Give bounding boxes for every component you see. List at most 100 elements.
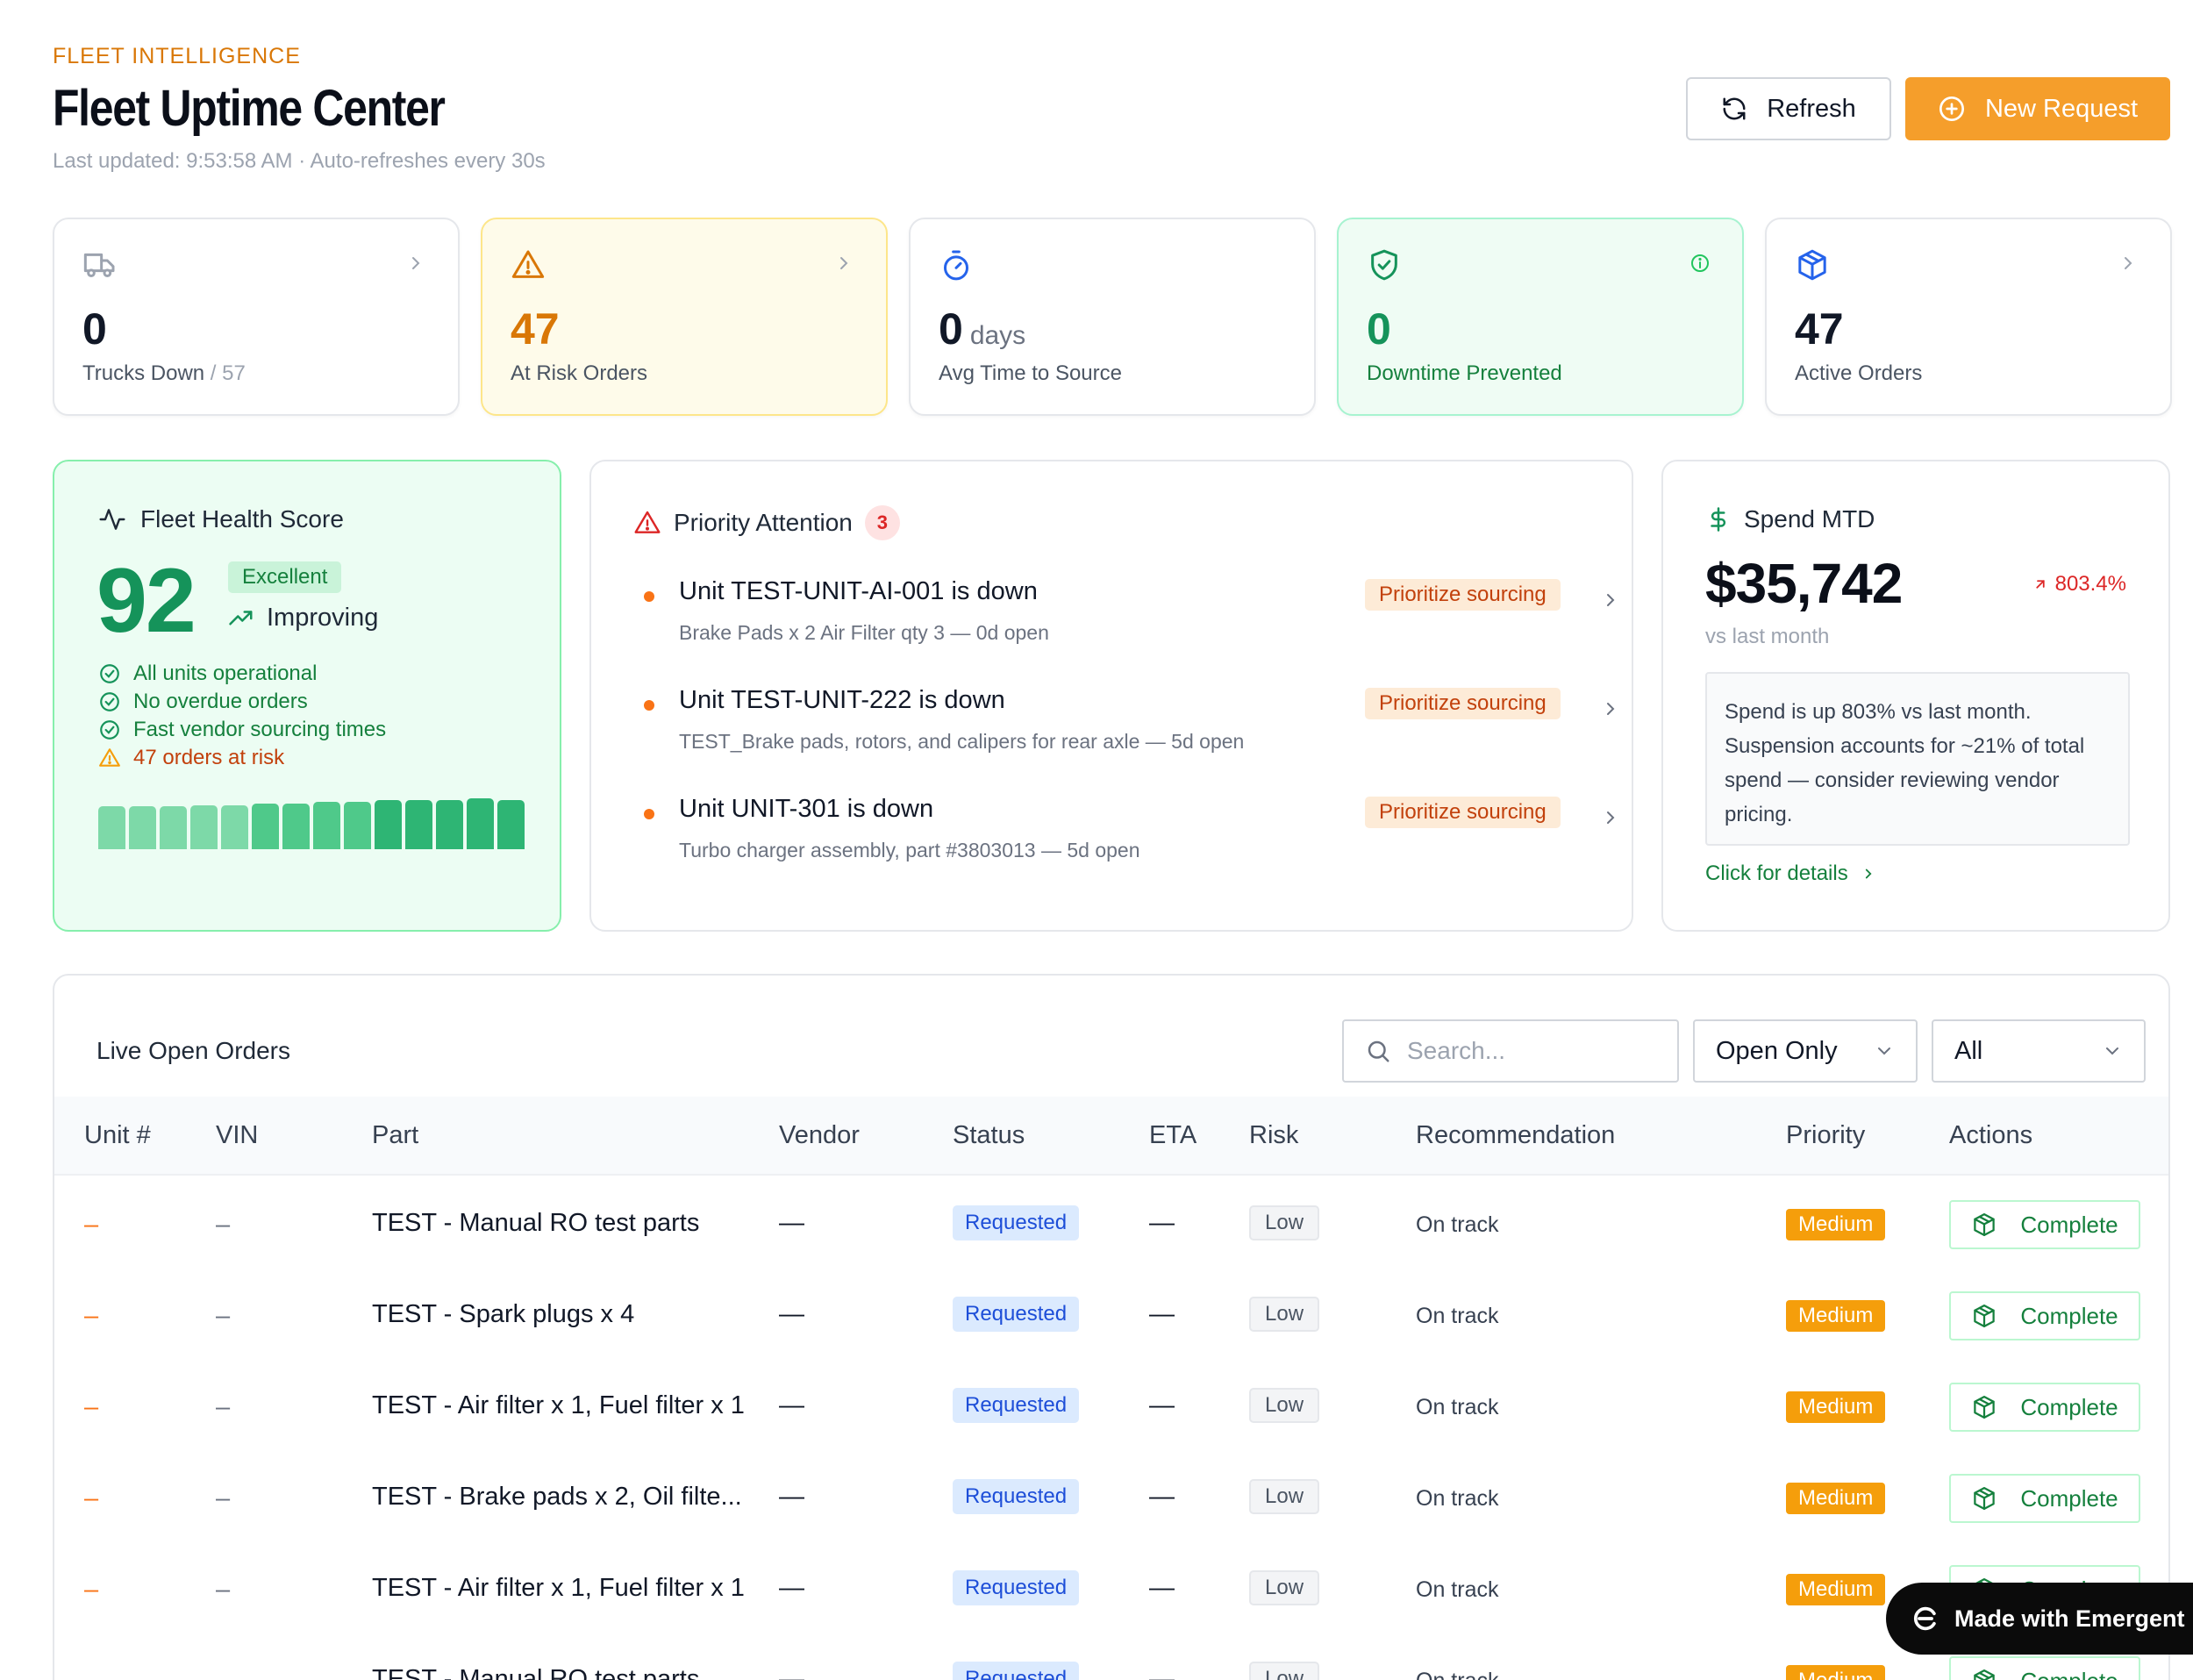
column-header[interactable]: Status	[953, 1121, 1025, 1149]
health-bar	[375, 800, 402, 849]
chevron-right-icon	[1607, 594, 1615, 606]
cell-recommendation: On track	[1416, 1395, 1499, 1419]
cell-unit: –	[84, 1211, 99, 1239]
complete-label: Complete	[2020, 1211, 2118, 1238]
kpi-active-orders[interactable]: 47 Active Orders	[1765, 218, 2172, 416]
spend-details-link[interactable]: Click for details	[1705, 861, 1876, 886]
table-row[interactable]: – – TEST - Air filter x 1, Fuel filter x 1…	[54, 1360, 2168, 1451]
health-check-item-warning: 47 orders at risk	[98, 744, 386, 772]
last-updated-text: Last updated: 9:53:58 AM · Auto-refreshe…	[53, 149, 546, 173]
search-box[interactable]	[1342, 1019, 1679, 1083]
chevron-right-icon	[1865, 869, 1872, 879]
priority-filter-select[interactable]: All	[1932, 1019, 2146, 1083]
column-header[interactable]: Recommendation	[1416, 1121, 1616, 1149]
cell-eta: —	[1149, 1300, 1175, 1328]
trending-up-icon	[229, 610, 253, 625]
health-check-item: No overdue orders	[98, 688, 386, 716]
cell-vin: –	[216, 1576, 231, 1604]
priority-tag: Prioritize sourcing	[1365, 579, 1561, 611]
status-filter-select[interactable]: Open Only	[1693, 1019, 1918, 1083]
priority-item[interactable]: Unit TEST-UNIT-222 is down TEST_Brake pa…	[644, 686, 1615, 774]
chevron-right-icon	[412, 257, 420, 269]
cell-vin: –	[216, 1393, 231, 1421]
page-eyebrow: FLEET INTELLIGENCE	[53, 44, 301, 68]
column-header[interactable]: Priority	[1786, 1121, 1866, 1149]
kpi-avg-time-to-source: 0 days Avg Time to Source	[909, 218, 1316, 416]
column-header[interactable]: Part	[372, 1121, 419, 1149]
column-header[interactable]: Actions	[1949, 1121, 2033, 1149]
cell-vendor: —	[779, 1391, 804, 1419]
priority-item[interactable]: Unit TEST-UNIT-AI-001 is down Brake Pads…	[644, 577, 1615, 665]
cell-eta: —	[1149, 1665, 1175, 1680]
cell-unit: –	[84, 1576, 99, 1604]
status-badge: Requested	[953, 1662, 1080, 1680]
cell-unit: –	[84, 1667, 98, 1680]
dollar-icon	[1711, 507, 1726, 532]
complete-button[interactable]: Complete	[1949, 1291, 2140, 1340]
cell-unit: –	[84, 1302, 99, 1330]
complete-button[interactable]: Complete	[1949, 1656, 2140, 1680]
table-row[interactable]: – – TEST - Manual RO test parts — Requested —…	[54, 1177, 2168, 1269]
kpi-value: 0	[1367, 304, 1391, 354]
health-bar	[497, 800, 525, 849]
search-icon	[1368, 1040, 1389, 1062]
priority-attention-card: Priority Attention 3 Unit TEST-UNIT-AI-0…	[589, 460, 1633, 932]
priority-tag: Prioritize sourcing	[1365, 797, 1561, 828]
priority-item[interactable]: Unit UNIT-301 is down Turbo charger asse…	[644, 795, 1615, 883]
shield-check-icon	[1371, 249, 1397, 281]
spend-title: Spend MTD	[1705, 505, 1875, 533]
made-with-emergent-badge[interactable]: Made with Emergent	[1886, 1583, 2193, 1655]
chevron-right-icon	[840, 257, 848, 269]
status-badge: Requested	[953, 1205, 1080, 1240]
spend-mtd-card: Spend MTD $35,742 803.4% vs last month S…	[1661, 460, 2170, 932]
table-row[interactable]: – – TEST - Manual RO test parts — Requested —…	[54, 1634, 2168, 1680]
table-row[interactable]: – – TEST - Air filter x 1, Fuel filter x 1…	[54, 1542, 2168, 1634]
table-row[interactable]: – – TEST - Spark plugs x 4 — Requested — Low On…	[54, 1269, 2168, 1360]
health-bar	[252, 804, 279, 849]
package-check-icon	[1974, 1213, 1996, 1236]
status-badge: Requested	[953, 1570, 1080, 1605]
info-icon[interactable]	[1689, 253, 1711, 274]
risk-badge: Low	[1249, 1570, 1320, 1605]
complete-button[interactable]: Complete	[1949, 1474, 2140, 1523]
priority-badge: Medium	[1786, 1574, 1886, 1605]
chevron-down-icon	[1878, 1047, 1890, 1055]
priority-tag: Prioritize sourcing	[1365, 688, 1561, 719]
refresh-icon	[1723, 97, 1746, 120]
column-header[interactable]: VIN	[216, 1121, 259, 1149]
cell-vendor: —	[779, 1300, 804, 1328]
complete-button[interactable]: Complete	[1949, 1200, 2140, 1249]
status-dot	[644, 809, 654, 819]
new-request-button[interactable]: New Request	[1905, 77, 2170, 140]
column-header[interactable]: Vendor	[779, 1121, 860, 1149]
column-header[interactable]: Risk	[1249, 1121, 1299, 1149]
complete-label: Complete	[2020, 1393, 2118, 1420]
truck-icon	[83, 253, 115, 277]
risk-badge: Low	[1249, 1205, 1320, 1240]
health-checklist: All units operational No overdue orders …	[98, 660, 386, 772]
priority-item-detail: TEST_Brake pads, rotors, and calipers fo…	[679, 730, 1245, 753]
refresh-button[interactable]: Refresh	[1686, 77, 1891, 140]
spend-insight: Spend is up 803% vs last month. Suspensi…	[1705, 672, 2130, 846]
kpi-value: 0	[82, 304, 107, 354]
health-check-item: Fast vendor sourcing times	[98, 716, 386, 744]
priority-badge: Medium	[1786, 1391, 1886, 1423]
search-input[interactable]	[1407, 1037, 1670, 1065]
complete-button[interactable]: Complete	[1949, 1383, 2140, 1432]
priority-item-detail: Brake Pads x 2 Air Filter qty 3 — 0d ope…	[679, 621, 1049, 644]
status-dot	[644, 700, 654, 711]
risk-badge: Low	[1249, 1388, 1320, 1423]
health-bar	[405, 800, 432, 849]
column-header[interactable]: Unit #	[84, 1121, 151, 1149]
cell-unit: –	[84, 1484, 99, 1512]
kpi-at-risk-orders[interactable]: 47 At Risk Orders	[481, 218, 888, 416]
kpi-trucks-down[interactable]: 0 Trucks Down / 57	[53, 218, 460, 416]
cell-vin: –	[216, 1302, 231, 1330]
column-header[interactable]: ETA	[1149, 1121, 1197, 1149]
cell-vendor: —	[779, 1209, 804, 1237]
refresh-label: Refresh	[1767, 94, 1856, 123]
table-row[interactable]: – – TEST - Brake pads x 2, Oil filte... — Re…	[54, 1451, 2168, 1542]
activity-icon	[99, 509, 125, 530]
fleet-health-card: Fleet Health Score 92 Excellent Improvin…	[53, 460, 561, 932]
table-header: Unit # VIN Part Vendor Status ETA Risk R…	[54, 1097, 2168, 1176]
